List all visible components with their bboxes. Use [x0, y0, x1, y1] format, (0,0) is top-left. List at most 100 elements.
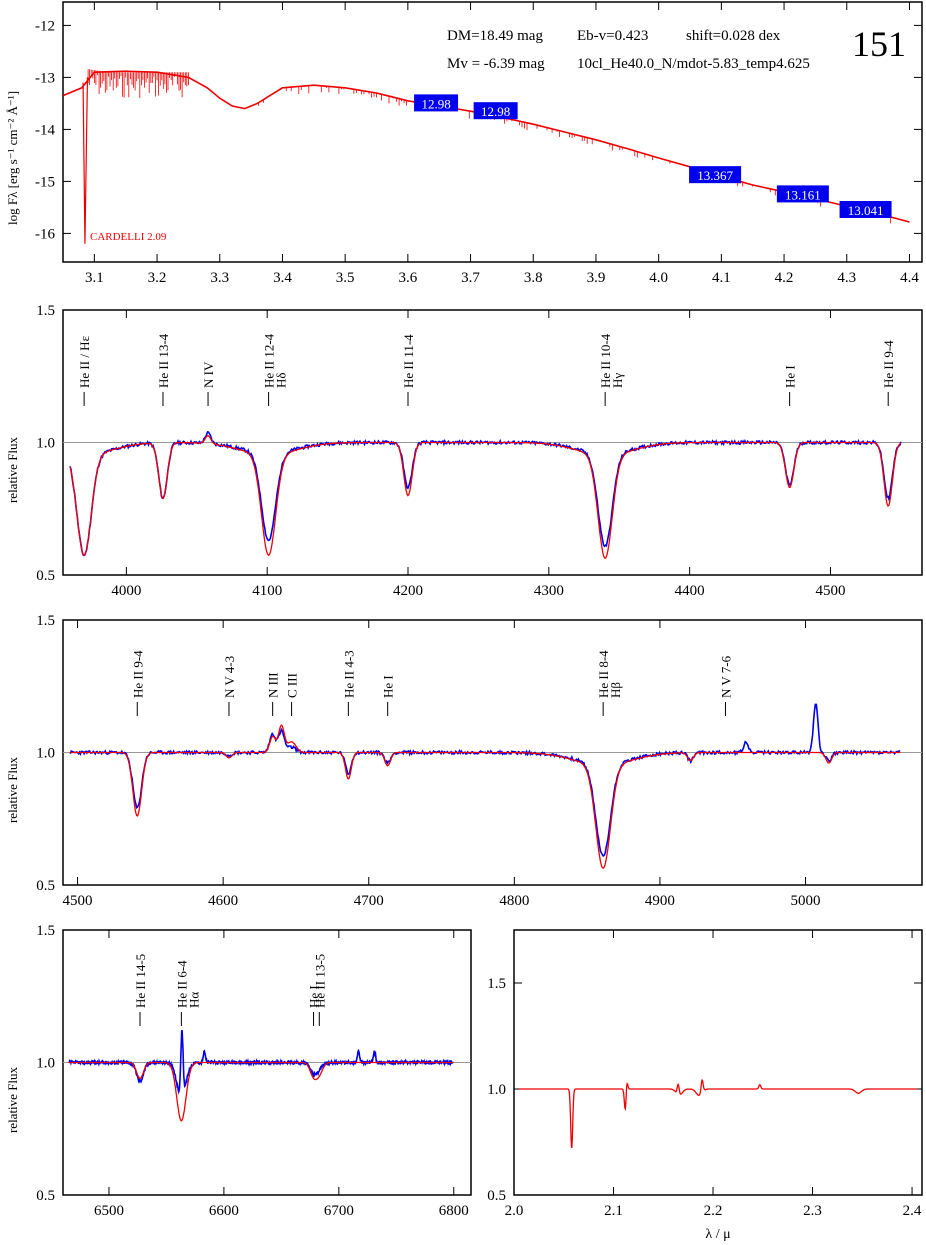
spec3-xtick-label: 6700 — [324, 1203, 354, 1219]
sed-ytick-label: -12 — [35, 18, 55, 34]
photometry-label: 12.98 — [421, 96, 450, 111]
sed-xtick-label: 3.4 — [273, 270, 292, 286]
sed-xtick-label: 4.4 — [900, 270, 919, 286]
sed-xtick-label: 3.8 — [524, 270, 543, 286]
spec1-xtick-label: 4500 — [815, 583, 845, 599]
ir-ytick-label: 1.5 — [487, 976, 506, 992]
spec2-model-line — [70, 724, 901, 870]
spec1-xtick-label: 4100 — [252, 583, 282, 599]
spec2-ytick-label: 0.5 — [36, 878, 55, 894]
spec2-xtick-label: 4900 — [645, 893, 675, 909]
spec1-line-label: He II 9-4 — [881, 340, 896, 388]
spectrum-plot-2: 4500 4600 4700 4800 4900 5000 1.5 1.0 0.5 He II 9… — [36, 613, 922, 909]
reddening-label: CARDELLI 2.09 — [90, 231, 167, 243]
sed-ytick-label: -16 — [35, 226, 55, 242]
spec2-xtick-label: 4800 — [499, 893, 529, 909]
spec2-ytick-label: 1.0 — [36, 746, 55, 762]
spec2-xtick-label: 4500 — [63, 893, 93, 909]
spectrum-plot-3: 6500 6600 6700 6800 1.5 1.0 0.5 He II 14-5 He II… — [36, 923, 471, 1219]
spec2-line-label: He II 4-3 — [341, 650, 356, 698]
spec3-xtick-label: 6800 — [439, 1203, 469, 1219]
spec3-line-label-2: Hα — [186, 992, 201, 1008]
sed-xtick-label: 3.9 — [587, 270, 606, 286]
spec1-line-label: He II 12-4 — [262, 333, 277, 388]
star-id: 151 — [852, 24, 906, 64]
sed-xtick-label: 4.0 — [649, 270, 668, 286]
sed-ylabel: log Fλ [erg s⁻¹ cm⁻² Å⁻¹] — [5, 91, 20, 225]
info-ebv: Eb-v=0.423 — [577, 28, 648, 44]
photometry-box — [689, 166, 742, 184]
ir-xtick-label: 2.2 — [704, 1203, 723, 1219]
sed-absorption-features — [258, 85, 891, 224]
sed-ytick-label: -14 — [35, 122, 55, 138]
spec2-ylabel: relative Flux — [5, 756, 20, 823]
spectrum-plot-1: 4000 4100 4200 4300 4400 4500 1.5 1.0 0.5 He II /… — [36, 303, 922, 599]
spec1-line-label: He II 10-4 — [598, 333, 613, 388]
ir-xtick-label: 2.4 — [903, 1203, 922, 1219]
spec1-xtick-label: 4400 — [675, 583, 705, 599]
sed-xtick-label: 4.1 — [712, 270, 731, 286]
info-model: 10cl_He40.0_N/mdot-5.83_temp4.625 — [577, 56, 810, 72]
spec1-xtick-label: 4200 — [393, 583, 423, 599]
ir-spectrum-plot: 2.0 2.1 2.2 2.3 2.4 1.5 1.0 0.5 — [487, 930, 922, 1219]
photometry-label: 13.367 — [697, 168, 733, 183]
spec1-line-label: He II / Hε — [77, 335, 92, 388]
sed-uv-lines — [87, 69, 189, 98]
sed-model-line — [62, 70, 910, 223]
spec2-observed-line — [69, 703, 901, 857]
spec2-line-label: C III — [285, 673, 300, 698]
spec1-line-label-2: Hδ — [274, 372, 289, 388]
sed-ytick-label: -15 — [35, 174, 55, 190]
spec2-ytick-label: 1.5 — [36, 613, 55, 629]
spec2-line-label: He II 8-4 — [596, 650, 611, 698]
spec2-line-label-2: Hβ — [608, 682, 623, 698]
ir-ytick-label: 0.5 — [487, 1188, 506, 1204]
spec3-ytick-label: 0.5 — [36, 1188, 55, 1204]
spec2-line-label: N V 4-3 — [222, 656, 237, 698]
spec1-line-label: He I — [783, 365, 798, 388]
spec3-line-label: He II 6-4 — [174, 960, 189, 1008]
sed-xtick-label: 3.3 — [210, 270, 229, 286]
photometry-label: 13.041 — [848, 203, 884, 218]
sed-plot: 3.1 3.2 3.3 3.4 3.5 3.6 3.7 3.8 3.9 4.0 4.1 4.2 4.3 4… — [35, 2, 922, 286]
sed-ytick-label: -13 — [35, 70, 55, 86]
spec3-xtick-label: 6600 — [209, 1203, 239, 1219]
spec2-xtick-label: 4700 — [354, 893, 384, 909]
spec2-line-label: He II 9-4 — [130, 650, 145, 698]
sed-xtick-label: 4.3 — [837, 270, 856, 286]
spec3-ytick-label: 1.5 — [36, 923, 55, 939]
spec1-xtick-label: 4000 — [111, 583, 141, 599]
photometry-box — [414, 94, 459, 112]
spec1-observed-line — [69, 430, 902, 557]
spec3-observed-line — [68, 1029, 454, 1095]
photometry-label: 12.98 — [481, 104, 510, 119]
spec1-line-label: He II 11-4 — [401, 334, 416, 388]
ir-xlabel: λ / μ — [705, 1227, 730, 1242]
sed-xtick-label: 4.2 — [775, 270, 794, 286]
spec2-line-label: N III — [266, 672, 281, 698]
spec1-ylabel: relative Flux — [5, 436, 20, 503]
photometry-box — [473, 102, 518, 120]
ir-xtick-label: 2.0 — [505, 1203, 524, 1219]
spec1-ytick-label: 0.5 — [36, 568, 55, 584]
photometry-box — [839, 201, 892, 218]
spec2-line-label: N V 7-6 — [718, 655, 733, 698]
spec1-model-line — [69, 435, 902, 559]
spec1-ytick-label: 1.5 — [36, 303, 55, 319]
sed-xtick-label: 3.6 — [398, 270, 417, 286]
ir-xtick-label: 2.3 — [803, 1203, 822, 1219]
spec1-line-label: N IV — [201, 361, 216, 388]
sed-lyman-alpha — [82, 77, 89, 244]
spec3-line-label: He II 13-5 — [312, 954, 327, 1008]
spec3-xtick-label: 6500 — [94, 1203, 124, 1219]
info-dm: DM=18.49 mag — [447, 28, 543, 44]
ir-xtick-label: 2.1 — [604, 1203, 623, 1219]
sed-panel-frame — [62, 1, 923, 263]
ir-panel-frame — [513, 929, 923, 1196]
sed-xtick-label: 3.7 — [461, 270, 480, 286]
spec1-ytick-label: 1.0 — [36, 436, 55, 452]
spec3-line-label: He I — [307, 985, 322, 1008]
spec2-xtick-label: 4600 — [208, 893, 238, 909]
info-shift: shift=0.028 dex — [686, 28, 781, 44]
